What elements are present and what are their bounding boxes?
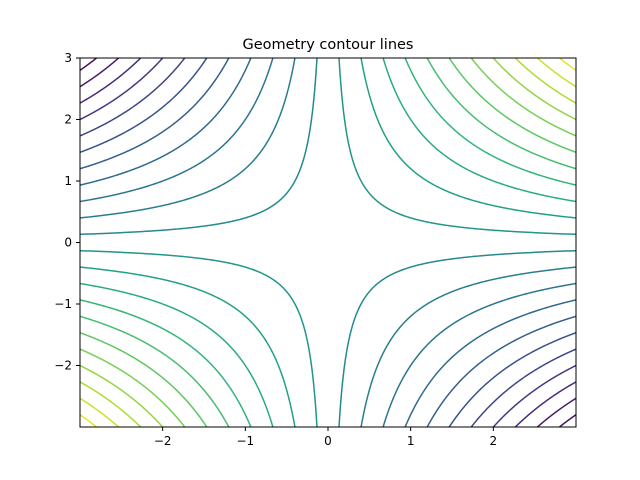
- contour-level-1-branch-0: [536, 397, 576, 427]
- y-tick-label: −2: [54, 359, 72, 373]
- x-tick-label: −2: [154, 434, 172, 448]
- x-tick-label: 0: [324, 434, 332, 448]
- contour-level-8-branch-0: [382, 282, 576, 427]
- y-tick-label: 0: [64, 236, 72, 250]
- contour-level-19-branch-0: [514, 58, 576, 104]
- y-axis: 3 2 1 0 −1 −2: [54, 51, 80, 373]
- contour-level-17-branch-1: [80, 348, 186, 427]
- contour-level-3-branch-1: [80, 58, 164, 121]
- contour-level-0-branch-0: [558, 413, 576, 427]
- contour-level-10-branch-0: [338, 249, 576, 427]
- contour-level-1-branch-1: [80, 58, 120, 88]
- x-tick-label: 1: [407, 434, 415, 448]
- contour-level-5-branch-1: [80, 58, 208, 154]
- contour-level-10-branch-1: [80, 58, 318, 236]
- contour-level-7-branch-0: [404, 299, 576, 427]
- contour-level-14-branch-0: [404, 58, 576, 186]
- contour-level-9-branch-1: [80, 58, 296, 219]
- contour-level-21-branch-0: [558, 58, 576, 72]
- contour-level-11-branch-0: [338, 58, 576, 236]
- contour-level-13-branch-0: [382, 58, 576, 203]
- contour-level-4-branch-1: [80, 58, 186, 137]
- contour-level-16-branch-1: [80, 331, 208, 427]
- x-axis: −2 −1 0 1 2: [154, 427, 497, 448]
- contour-level-0-branch-1: [80, 58, 98, 72]
- contour-level-12-branch-0: [360, 58, 576, 219]
- contour-level-2-branch-1: [80, 58, 142, 104]
- contour-level-13-branch-1: [80, 282, 274, 427]
- contour-level-4-branch-0: [470, 348, 576, 427]
- chart-title: Geometry contour lines: [243, 37, 414, 53]
- contour-level-20-branch-1: [80, 397, 120, 427]
- y-tick-label: −1: [54, 297, 72, 311]
- contour-lines: [80, 58, 576, 427]
- contour-level-7-branch-1: [80, 58, 252, 186]
- contour-level-16-branch-0: [448, 58, 576, 154]
- contour-level-5-branch-0: [448, 331, 576, 427]
- contour-level-6-branch-1: [80, 58, 230, 170]
- contour-level-11-branch-1: [80, 249, 318, 427]
- y-tick-label: 2: [64, 113, 72, 127]
- y-tick-label: 3: [64, 51, 72, 65]
- contour-level-15-branch-0: [426, 58, 576, 170]
- contour-level-21-branch-1: [80, 413, 98, 427]
- contour-level-12-branch-1: [80, 266, 296, 427]
- contour-level-14-branch-1: [80, 299, 252, 427]
- x-tick-label: 2: [490, 434, 498, 448]
- contour-level-6-branch-0: [426, 315, 576, 427]
- x-tick-label: −1: [236, 434, 254, 448]
- contour-level-2-branch-0: [514, 381, 576, 427]
- contour-level-3-branch-0: [492, 364, 576, 427]
- contour-level-18-branch-0: [492, 58, 576, 121]
- contour-level-9-branch-0: [360, 266, 576, 427]
- contour-level-19-branch-1: [80, 381, 142, 427]
- contour-level-15-branch-1: [80, 315, 230, 427]
- contour-level-17-branch-0: [470, 58, 576, 137]
- contour-level-20-branch-0: [536, 58, 576, 88]
- y-tick-label: 1: [64, 174, 72, 188]
- contour-level-8-branch-1: [80, 58, 274, 203]
- contour-level-18-branch-1: [80, 364, 164, 427]
